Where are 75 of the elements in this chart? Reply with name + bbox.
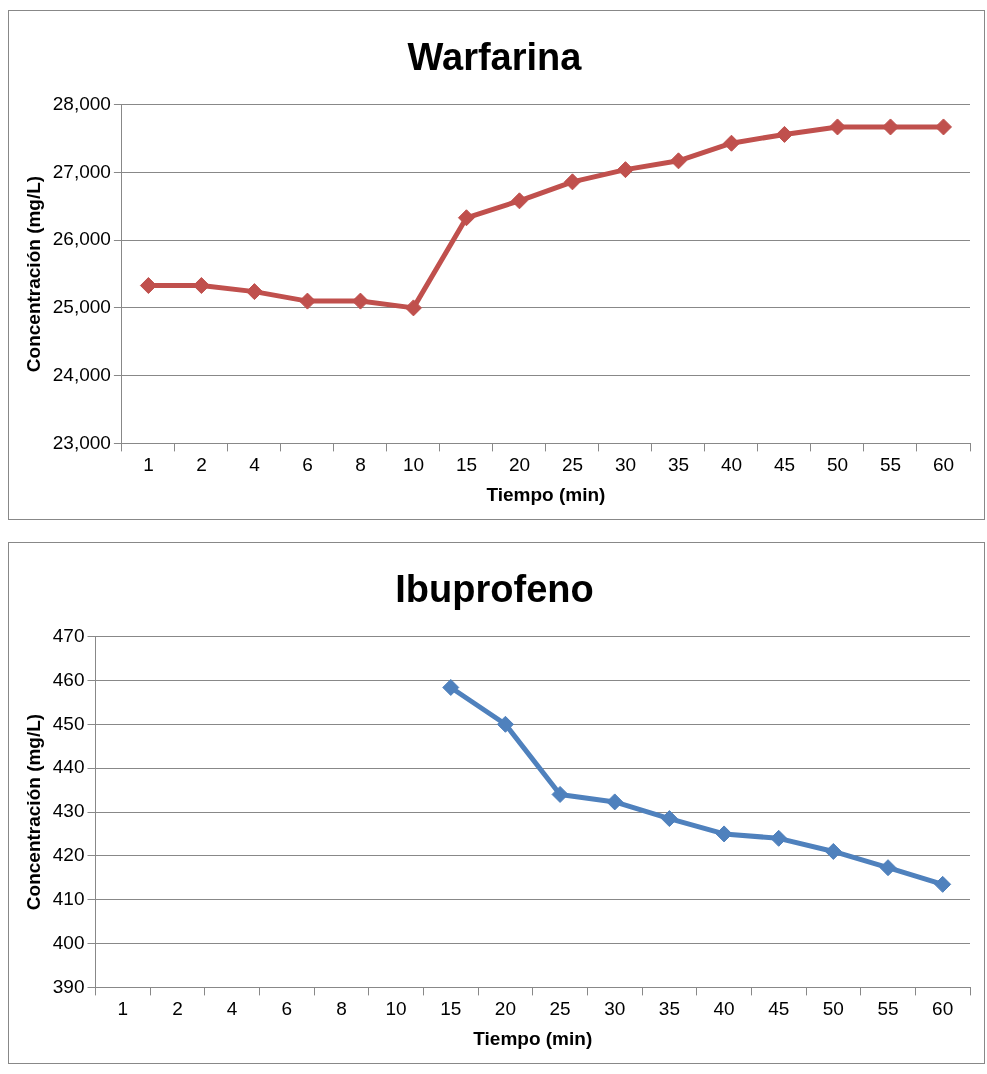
point (722, 134, 740, 152)
y-tick-label: 27,000 (52, 160, 111, 182)
x-tick-label: 20 (494, 998, 516, 1020)
x-tick-label: 4 (249, 454, 261, 476)
y-tick-label: 440 (52, 756, 85, 778)
x-tick-label: 30 (604, 998, 626, 1020)
x-tick-label: 35 (667, 454, 690, 476)
point (770, 829, 788, 847)
chart-title: Ibuprofeno (395, 568, 594, 611)
y-tick-label: 470 (52, 624, 85, 646)
x-tick-label: 40 (720, 454, 743, 476)
y-tick-label: 28,000 (52, 92, 111, 114)
y-tick-label: 430 (52, 800, 85, 822)
y-tick-label: 390 (52, 975, 85, 997)
point (828, 118, 846, 136)
x-tick-label: 1 (117, 998, 129, 1020)
x-tick-label: 25 (549, 998, 571, 1020)
point (879, 859, 897, 877)
x-tick-label: 10 (402, 454, 425, 476)
y-axis-title: Concentración (mg/L) (22, 713, 44, 911)
point (457, 209, 475, 227)
point (298, 292, 316, 310)
point (715, 825, 733, 843)
x-tick-label: 20 (508, 454, 531, 476)
point (824, 842, 842, 860)
x-tick-label: 1 (143, 454, 154, 476)
point (934, 875, 952, 893)
y-tick-label: 420 (52, 844, 85, 866)
x-tick-label: 10 (385, 998, 407, 1020)
x-axis-title: Tiempo (min) (486, 483, 606, 505)
y-tick-label: 23,000 (52, 431, 111, 453)
point (616, 161, 634, 179)
x-tick-label: 15 (440, 998, 462, 1020)
point (510, 192, 528, 210)
x-tick-label: 8 (355, 454, 366, 476)
x-tick-label: 4 (226, 998, 238, 1020)
x-tick-label: 55 (877, 998, 899, 1020)
y-tick-label: 410 (52, 887, 85, 909)
x-tick-label: 2 (196, 454, 207, 476)
point (245, 283, 263, 301)
point (606, 793, 624, 811)
x-tick-label: 45 (768, 998, 790, 1020)
point (496, 715, 514, 733)
y-tick-label: 460 (52, 668, 85, 690)
x-tick-label: 8 (336, 998, 347, 1020)
x-tick-label: 50 (826, 454, 849, 476)
point (660, 810, 678, 828)
x-tick-label: 45 (773, 454, 796, 476)
y-tick-label: 400 (52, 931, 85, 953)
x-tick-label: 55 (879, 454, 902, 476)
point (551, 785, 569, 803)
y-tick-label: 26,000 (52, 228, 111, 250)
x-tick-label: 50 (822, 998, 844, 1020)
x-tick-label: 30 (614, 454, 637, 476)
y-tick-label: 25,000 (52, 296, 111, 318)
x-tick-label: 15 (455, 454, 478, 476)
chart-title: Warfarina (407, 36, 583, 79)
point (442, 678, 460, 696)
y-tick-label: 450 (52, 712, 85, 734)
point (404, 299, 422, 317)
x-tick-label: 60 (932, 998, 954, 1020)
x-axis-title: Tiempo (min) (473, 1027, 593, 1049)
point (935, 118, 952, 136)
x-tick-label: 35 (658, 998, 680, 1020)
point (563, 173, 581, 191)
y-tick-label: 24,000 (52, 363, 111, 385)
point (775, 125, 793, 143)
x-tick-label: 60 (932, 454, 955, 476)
x-tick-label: 6 (302, 454, 313, 476)
x-tick-label: 25 (561, 454, 584, 476)
x-tick-label: 6 (281, 998, 293, 1020)
x-tick-label: 2 (172, 998, 183, 1020)
y-axis-title: Concentración (mg/L) (22, 175, 44, 373)
x-tick-label: 40 (713, 998, 735, 1020)
point (669, 152, 687, 170)
